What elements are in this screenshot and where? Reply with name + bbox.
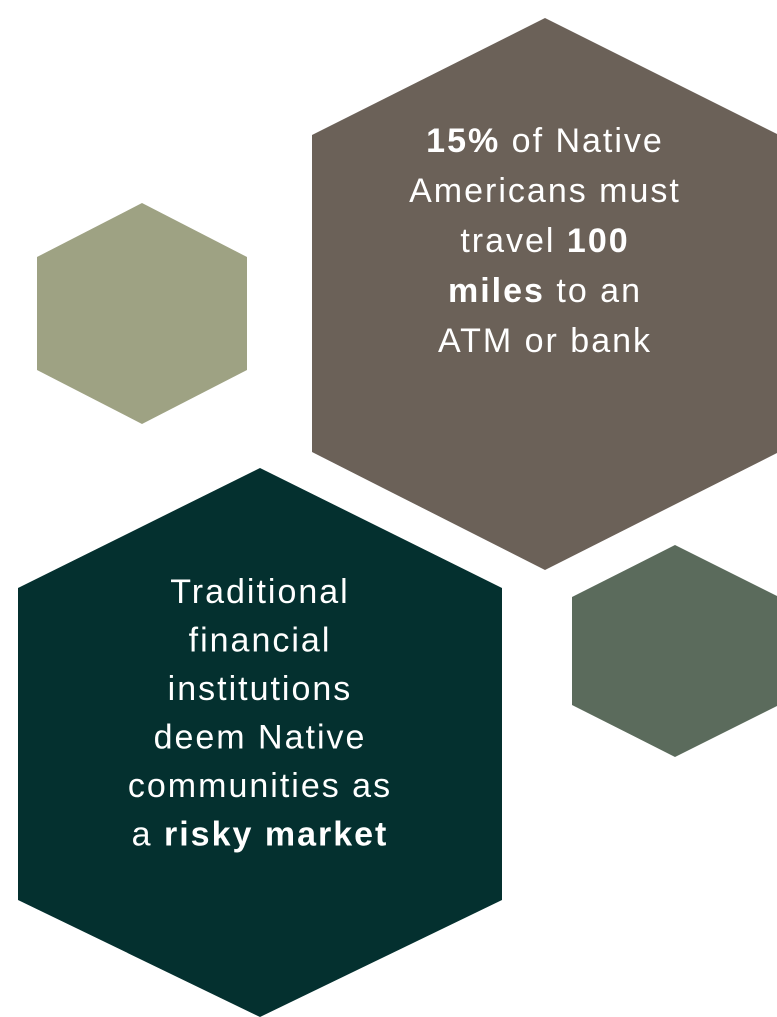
- copy-line: Americans must: [409, 172, 681, 210]
- copy-text: travel: [460, 222, 567, 260]
- copy-line: miles to an: [448, 272, 642, 310]
- copy-line: deem Native: [154, 719, 367, 757]
- copy-line: communities as: [128, 767, 392, 805]
- hexagon-small-green: [572, 545, 777, 757]
- hexagon-taupe: [312, 18, 777, 570]
- copy-bold: 100: [567, 222, 630, 260]
- copy-line: Traditional: [170, 573, 349, 611]
- copy-line: 15% of Native: [426, 122, 664, 160]
- hexagon-dark: [18, 468, 502, 1017]
- copy-line: financial: [189, 622, 332, 660]
- copy-text: ATM or bank: [438, 322, 652, 360]
- copy-text: to an: [545, 272, 642, 310]
- copy-group: 15% of Native Americans must travel 100 mil…: [128, 122, 681, 854]
- copy-bold: miles: [448, 272, 545, 310]
- copy-line: institutions: [168, 670, 353, 708]
- copy-text: of Native: [500, 122, 664, 160]
- copy-text: Traditional: [170, 573, 349, 611]
- copy-text: deem Native: [154, 719, 367, 757]
- copy-line: a risky market: [132, 816, 389, 854]
- copy-text: Americans must: [409, 172, 681, 210]
- copy-bold: risky market: [164, 816, 388, 854]
- copy-line: travel 100: [460, 222, 629, 260]
- copy-text: communities as: [128, 767, 392, 805]
- copy-text: a: [132, 816, 164, 854]
- hexagon-small-olive: [37, 203, 247, 424]
- copy-bold: 15%: [426, 122, 500, 160]
- copy-text: institutions: [168, 670, 353, 708]
- copy-text: financial: [189, 622, 332, 660]
- copy-line: ATM or bank: [438, 322, 652, 360]
